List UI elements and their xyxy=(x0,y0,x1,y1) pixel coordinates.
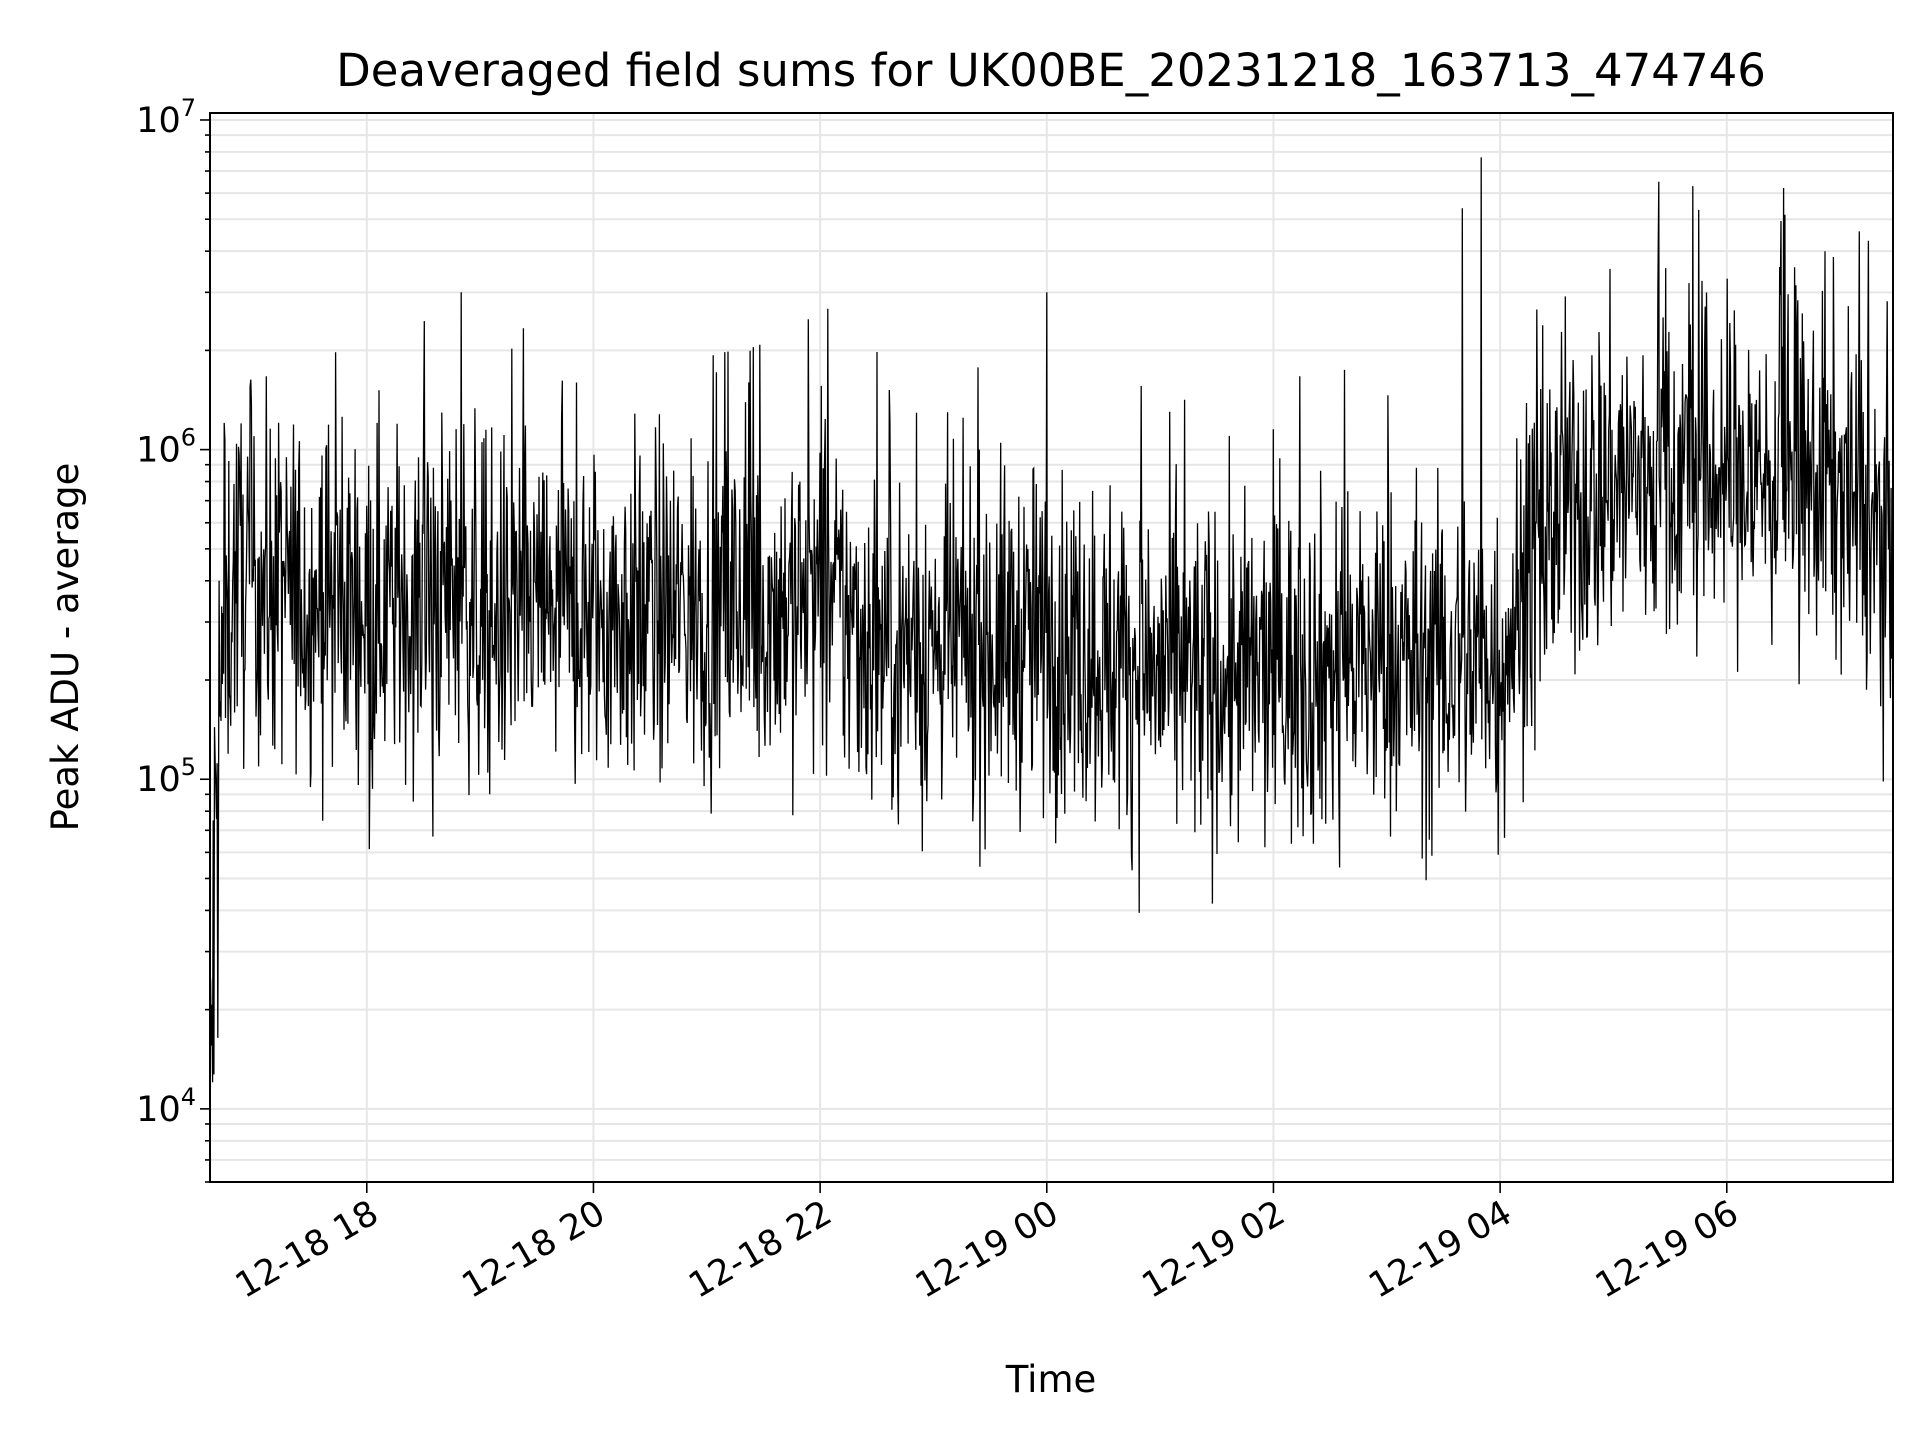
chart-title: Deaveraged field sums for UK00BE_2023121… xyxy=(336,44,1766,97)
y-tick-label: 107 xyxy=(136,94,196,141)
plot-frame xyxy=(209,112,1894,1183)
y-tick-label: 104 xyxy=(136,1083,196,1130)
y-axis-label: Peak ADU - average xyxy=(44,463,87,832)
y-tick-label: 106 xyxy=(136,424,196,471)
y-tick-label: 105 xyxy=(136,753,196,800)
series-line xyxy=(209,157,1894,1083)
data-line-group xyxy=(209,157,1894,1083)
x-axis-label: Time xyxy=(1005,1358,1097,1401)
